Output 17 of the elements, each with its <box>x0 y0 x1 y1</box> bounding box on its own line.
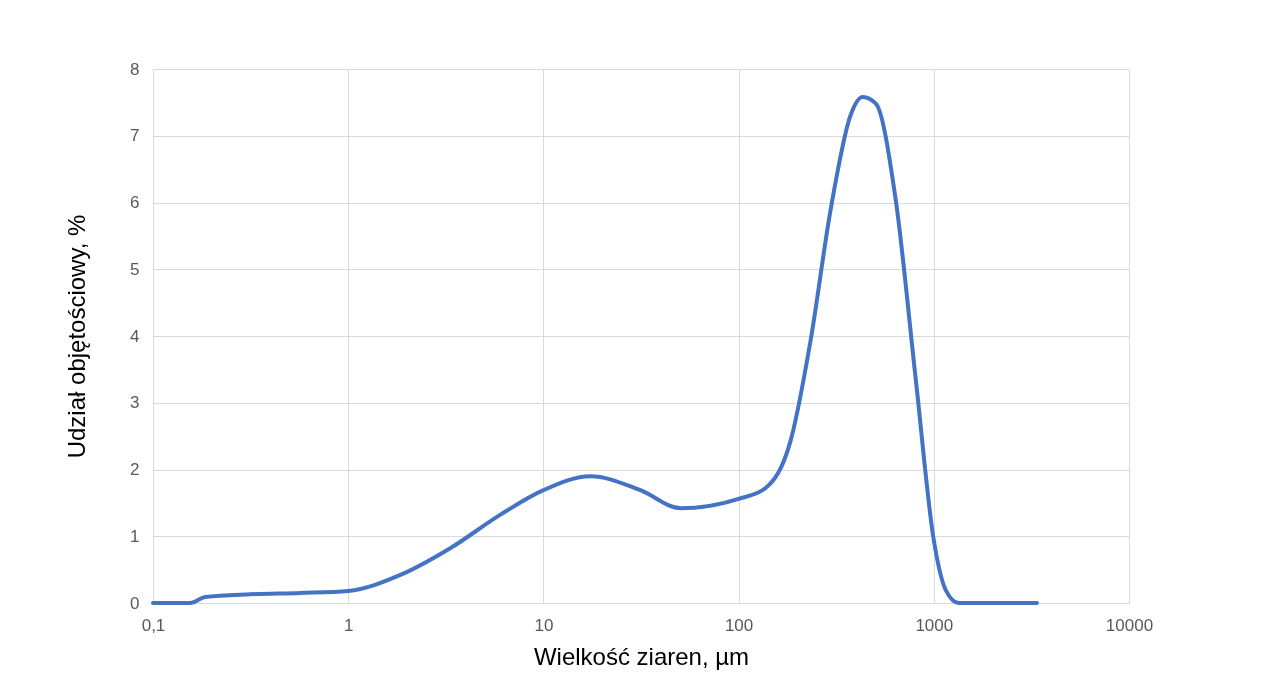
y-tick-label: 8 <box>130 59 140 79</box>
x-tick-label: 0,1 <box>141 615 166 635</box>
y-tick-label: 4 <box>130 326 140 346</box>
y-tick-label: 6 <box>130 193 140 212</box>
y-tick-label: 7 <box>130 126 140 146</box>
y-tick-label: 3 <box>130 393 140 413</box>
y-axis-title: Udział objętościowy, % <box>63 214 91 459</box>
x-tick-label: 10000 <box>1105 615 1154 635</box>
x-tick-label: 10 <box>534 615 554 635</box>
y-tick-label: 2 <box>130 460 140 479</box>
x-tick-label: 1000 <box>915 615 954 635</box>
x-tick-label: 100 <box>724 615 754 635</box>
y-tick-label: 1 <box>130 526 140 546</box>
x-tick-label: 1 <box>343 615 354 635</box>
y-tick-label: 0 <box>130 593 140 613</box>
y-tick-label: 5 <box>130 259 140 279</box>
x-axis-title: Wielkość ziaren, µm <box>533 642 750 670</box>
